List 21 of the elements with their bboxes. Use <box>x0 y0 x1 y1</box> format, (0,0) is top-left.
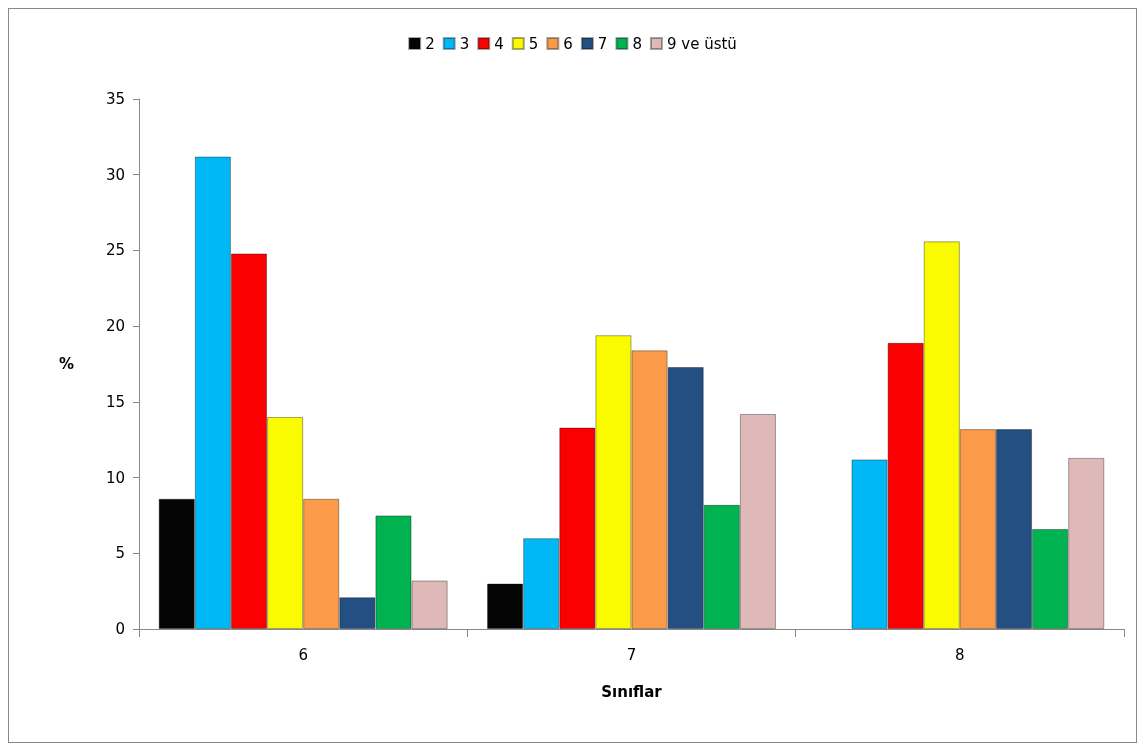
y-tick-label: 15 <box>105 392 125 411</box>
legend-label: 6 <box>563 34 573 53</box>
y-tick-label: 5 <box>115 544 125 563</box>
legend-label: 8 <box>632 34 642 53</box>
x-axis-title: Sınıflar <box>601 682 663 701</box>
legend-label: 9 ve üstü <box>666 34 737 53</box>
y-tick-label: 0 <box>115 620 125 638</box>
legend-label: 7 <box>597 34 608 53</box>
y-tick-label: 30 <box>105 165 125 184</box>
y-tick-label: 20 <box>105 317 125 336</box>
legend-label: 3 <box>459 34 470 53</box>
legend-label: 4 <box>494 34 504 53</box>
y-axis-title: % <box>58 355 74 373</box>
x-tick-label: 8 <box>955 645 965 664</box>
y-tick-label: 25 <box>105 241 125 260</box>
legend-label: 2 <box>425 34 435 53</box>
y-tick-label: 35 <box>105 90 125 108</box>
y-tick-label: 10 <box>105 468 125 487</box>
legend-label: 5 <box>528 34 539 53</box>
x-tick-label: 6 <box>298 645 308 664</box>
x-tick-label: 7 <box>626 645 637 664</box>
